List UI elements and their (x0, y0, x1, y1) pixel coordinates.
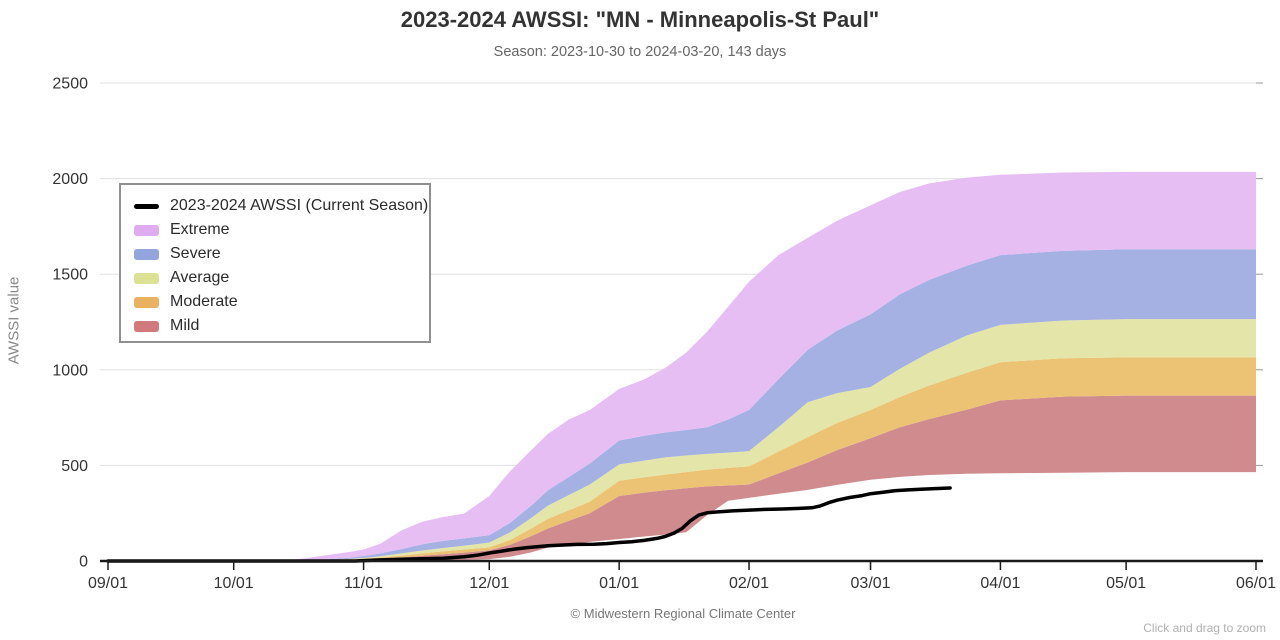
legend-item: 2023-2024 AWSSI (Current Season) (134, 194, 428, 218)
credit-text: © Midwestern Regional Climate Center (570, 606, 796, 621)
current-season-line (106, 486, 952, 563)
x-tick-label: 01/01 (599, 575, 639, 592)
y-tick-label: 500 (61, 458, 88, 475)
y-tick-label: 1500 (52, 267, 88, 284)
x-tick-label: 02/01 (729, 575, 769, 592)
x-tick-label: 12/01 (469, 575, 509, 592)
legend-item: Severe (134, 242, 417, 266)
legend: 2023-2024 AWSSI (Current Season) Extreme S… (119, 183, 431, 343)
legend-line-swatch (134, 203, 159, 209)
chart-title: 2023-2024 AWSSI: "MN - Minneapolis-St Pa… (400, 7, 880, 32)
y-tick-label: 2000 (52, 171, 88, 188)
x-tick-label: 10/01 (214, 575, 254, 592)
band-moderate (108, 357, 1256, 561)
legend-item-label: 2023-2024 AWSSI (Current Season) (170, 197, 429, 214)
y-tick-label: 2500 (52, 76, 88, 93)
legend-color-swatch (134, 320, 159, 332)
legend-item-label: Mild (170, 317, 200, 334)
y-axis-title: AWSSI value (5, 276, 23, 365)
legend-item-label: Moderate (170, 293, 238, 310)
x-tick-label: 03/01 (851, 575, 891, 592)
legend-color-swatch (134, 272, 159, 284)
y-tick-label: 1000 (52, 362, 88, 379)
legend-item: Average (134, 266, 417, 290)
chart-subtitle: Season: 2023-10-30 to 2024-03-20, 143 da… (493, 44, 787, 60)
zoom-hint: Click and drag to zoom (1143, 621, 1266, 635)
legend-item: Moderate (134, 290, 417, 314)
legend-item-label: Severe (170, 245, 221, 262)
legend-item: Mild (134, 314, 417, 338)
legend-item: Extreme (134, 218, 417, 242)
band-mild (108, 395, 1256, 561)
band-average (108, 319, 1256, 561)
legend-item-label: Extreme (170, 221, 230, 238)
x-tick-label: 04/01 (980, 575, 1020, 592)
legend-color-swatch (134, 224, 159, 236)
band-severe (108, 249, 1256, 562)
legend-color-swatch (134, 248, 159, 260)
y-tick-label: 0 (79, 554, 88, 571)
band-extreme (108, 171, 1256, 561)
x-tick-label: 11/01 (344, 575, 383, 592)
legend-item-label: Average (170, 269, 230, 286)
legend-color-swatch (134, 296, 159, 308)
x-tick-label: 09/01 (88, 575, 128, 592)
x-tick-label: 06/01 (1236, 575, 1276, 592)
x-tick-label: 05/01 (1106, 575, 1146, 592)
